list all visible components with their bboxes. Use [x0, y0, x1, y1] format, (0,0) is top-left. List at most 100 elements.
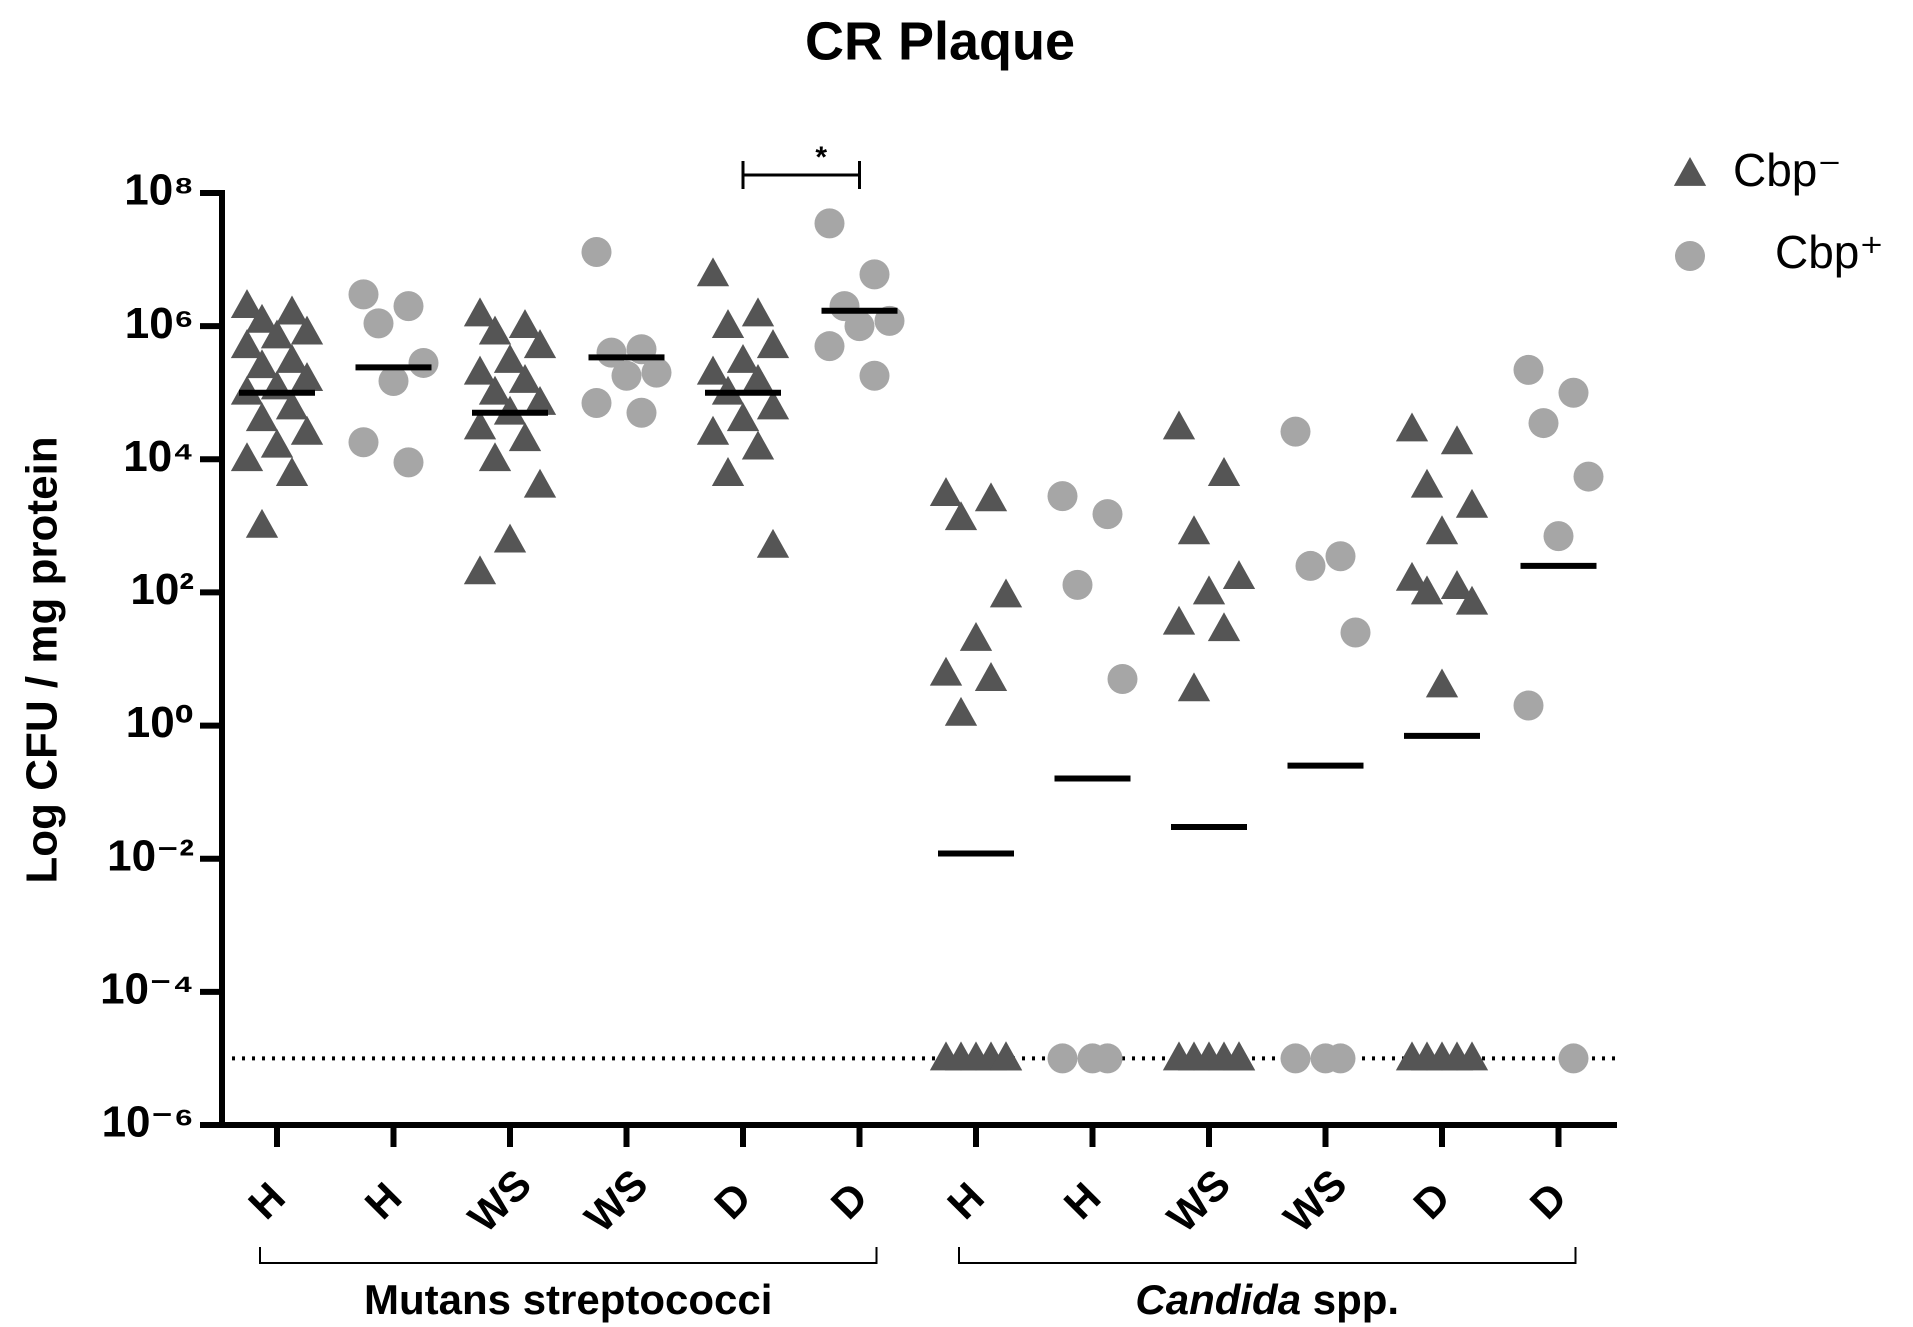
group-label-italic: Candida: [1135, 1276, 1301, 1323]
data-point: [290, 415, 324, 445]
data-point: [1395, 412, 1429, 442]
data-point: [508, 422, 542, 452]
data-point: [245, 303, 279, 333]
data-point: [1513, 690, 1544, 721]
y-tick-label: 10²: [130, 565, 194, 614]
data-point: [1513, 354, 1544, 385]
data-point: [1455, 585, 1489, 615]
data-point: [1425, 668, 1459, 698]
data-point: [1558, 1043, 1589, 1074]
data-point: [989, 578, 1023, 608]
data-point: [463, 355, 497, 385]
data-point: [1280, 416, 1311, 447]
data-point: [245, 349, 279, 379]
data-point: [1092, 499, 1123, 530]
y-tick-label: 10⁻⁴: [100, 964, 194, 1013]
data-point: [581, 236, 612, 267]
data-point: [463, 297, 497, 327]
data-point: [1340, 617, 1371, 648]
data-point: [1528, 408, 1559, 439]
data-point: [756, 390, 790, 420]
data-point: [1222, 560, 1256, 589]
data-point: [1295, 550, 1326, 581]
data-point: [463, 410, 497, 440]
x-tick-label: H: [1055, 1173, 1110, 1228]
data-point: [711, 309, 745, 339]
data-point: [1207, 457, 1241, 486]
y-tick-label: 10⁻²: [107, 831, 194, 880]
data-point: [1047, 481, 1078, 512]
data-point: [756, 528, 790, 558]
data-point: [711, 457, 745, 486]
data-point: [929, 656, 963, 686]
y-tick-label: 10⁻⁶: [102, 1098, 194, 1147]
data-point: [1573, 461, 1604, 492]
x-tick-label: D: [1521, 1173, 1576, 1228]
data-point: [1177, 1041, 1211, 1071]
data-point: [260, 319, 294, 349]
group-label: Candida spp.: [1135, 1276, 1399, 1323]
data-point: [290, 362, 324, 392]
data-point: [1162, 410, 1196, 440]
x-tick-label: WS: [459, 1160, 540, 1241]
data-point: [726, 402, 760, 432]
data-point: [944, 696, 978, 726]
data-point: [408, 347, 439, 378]
data-point: [641, 357, 672, 388]
data-point: [814, 331, 845, 362]
data-point: [1440, 570, 1474, 600]
data-point: [611, 360, 642, 391]
data-point: [741, 363, 775, 393]
data-point: [290, 315, 324, 345]
data-point: [1207, 612, 1241, 642]
data-point: [1543, 521, 1574, 552]
data-point: [944, 501, 978, 531]
data-point: [230, 289, 264, 319]
data-point: [230, 329, 264, 359]
data-point: [626, 397, 657, 428]
data-point: [1177, 515, 1211, 545]
x-tick-label: D: [1404, 1173, 1459, 1228]
data-point: [944, 1041, 978, 1071]
data-point: [508, 309, 542, 339]
group-label-text: spp.: [1313, 1276, 1399, 1323]
x-tick-label: D: [822, 1173, 877, 1228]
data-point: [1325, 1043, 1356, 1074]
data-point: [523, 468, 557, 498]
data-point: [378, 365, 409, 396]
data-point: [1325, 541, 1356, 572]
data-point: [275, 457, 309, 486]
data-point: [493, 523, 527, 553]
data-point: [741, 430, 775, 460]
data-point: [508, 363, 542, 393]
data-point: [1440, 425, 1474, 455]
data-point: [1410, 575, 1444, 605]
legend-marker: [1673, 157, 1707, 186]
data-point: [974, 662, 1008, 691]
group-label-text: Mutans streptococci: [364, 1276, 772, 1323]
data-point: [974, 482, 1008, 512]
y-tick-label: 10⁴: [123, 432, 194, 481]
legend-label: Cbp⁻: [1733, 144, 1842, 196]
x-tick-label: H: [938, 1173, 993, 1228]
data-point: [1047, 1043, 1078, 1074]
data-point: [959, 621, 993, 651]
y-tick-label: 10⁰: [126, 698, 194, 747]
data-point: [859, 360, 890, 391]
data-point: [1280, 1043, 1311, 1074]
x-tick-label: WS: [1158, 1160, 1239, 1241]
data-point: [245, 508, 279, 538]
group-bracket: [259, 1247, 878, 1264]
data-point: [756, 329, 790, 359]
data-point: [1410, 468, 1444, 498]
data-point: [275, 390, 309, 420]
x-tick-label: H: [239, 1173, 294, 1228]
data-point: [1107, 664, 1138, 695]
data-point: [1162, 605, 1196, 635]
data-point: [1425, 1041, 1459, 1071]
data-point: [478, 375, 512, 405]
data-point: [929, 477, 963, 506]
data-point: [1395, 561, 1429, 591]
legend-marker: [1675, 241, 1705, 271]
